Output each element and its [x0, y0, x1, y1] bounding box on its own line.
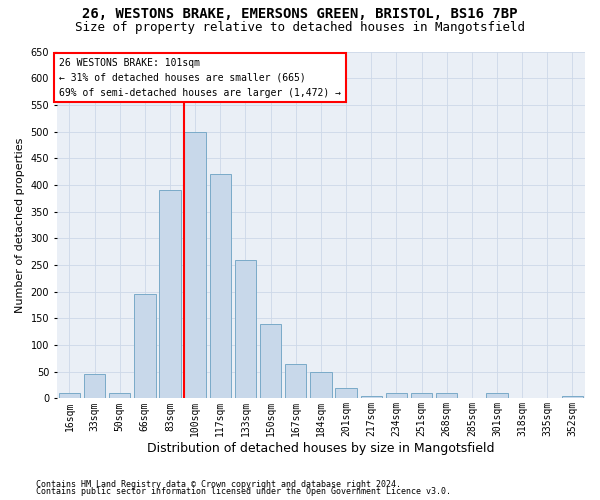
Bar: [411, 393, 432, 398]
Bar: [285, 364, 307, 398]
Bar: [134, 294, 155, 399]
Text: 26, WESTONS BRAKE, EMERSONS GREEN, BRISTOL, BS16 7BP: 26, WESTONS BRAKE, EMERSONS GREEN, BRIST…: [82, 8, 518, 22]
Bar: [160, 190, 181, 398]
Text: Contains public sector information licensed under the Open Government Licence v3: Contains public sector information licen…: [36, 487, 451, 496]
Bar: [562, 396, 583, 398]
Text: Contains HM Land Registry data © Crown copyright and database right 2024.: Contains HM Land Registry data © Crown c…: [36, 480, 401, 489]
Text: Size of property relative to detached houses in Mangotsfield: Size of property relative to detached ho…: [75, 21, 525, 34]
Bar: [361, 396, 382, 398]
Bar: [335, 388, 357, 398]
Y-axis label: Number of detached properties: Number of detached properties: [15, 138, 25, 312]
Bar: [235, 260, 256, 398]
Bar: [436, 393, 457, 398]
X-axis label: Distribution of detached houses by size in Mangotsfield: Distribution of detached houses by size …: [147, 442, 494, 455]
Bar: [260, 324, 281, 398]
Bar: [209, 174, 231, 398]
Bar: [84, 374, 105, 398]
Bar: [386, 393, 407, 398]
Bar: [109, 393, 130, 398]
Bar: [310, 372, 332, 398]
Text: 26 WESTONS BRAKE: 101sqm
← 31% of detached houses are smaller (665)
69% of semi-: 26 WESTONS BRAKE: 101sqm ← 31% of detach…: [59, 58, 341, 98]
Bar: [184, 132, 206, 398]
Bar: [486, 393, 508, 398]
Bar: [59, 393, 80, 398]
